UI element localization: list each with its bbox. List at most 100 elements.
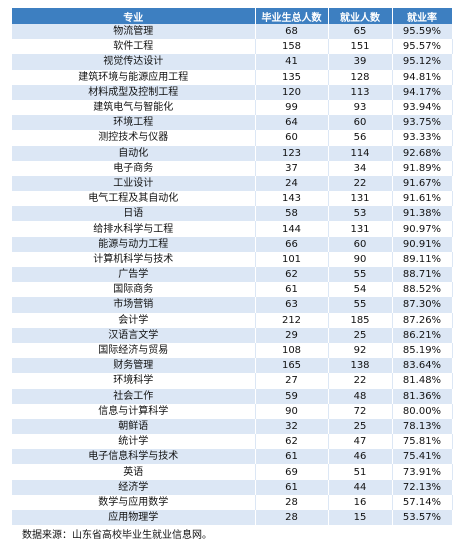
header-cell: 就业人数: [328, 8, 393, 24]
table-cell: 建筑环境与能源应用工程: [12, 69, 256, 85]
table-cell: 91.38%: [392, 206, 453, 222]
table-cell: 94.81%: [392, 69, 453, 85]
table-row: 环境科学 27 22 81.48%: [12, 373, 453, 389]
table-cell: 应用物理学: [12, 510, 256, 526]
table-cell: 51: [328, 464, 393, 480]
table-cell: 英语: [12, 464, 256, 480]
table: 专业 毕业生总人数 就业人数 就业率 物流管理 68 65 95.59% 软件工程 158 151…: [12, 8, 453, 526]
table-row: 能源与动力工程 66 60 90.91%: [12, 236, 453, 252]
table-cell: 78.13%: [392, 418, 453, 435]
table-cell: 61: [255, 282, 329, 298]
table-cell: 25: [328, 327, 393, 343]
table-cell: 65: [328, 24, 393, 40]
table-cell: 54: [328, 282, 393, 298]
table-cell: 113: [328, 84, 393, 100]
table-cell: 计算机科学与技术: [12, 251, 256, 267]
table-cell: 87.26%: [392, 312, 453, 328]
table-cell: 88.71%: [392, 267, 453, 283]
table-cell: 75.81%: [392, 434, 453, 450]
table-cell: 47: [328, 434, 393, 450]
table-row: 测控技术与仪器 60 56 93.33%: [12, 130, 453, 146]
table-row: 国际经济与贸易 108 92 85.19%: [12, 342, 453, 359]
table-cell: 69: [255, 464, 329, 480]
table-row: 电子商务 37 34 91.89%: [12, 160, 453, 176]
table-cell: 55: [328, 297, 393, 313]
table-cell: 建筑电气与智能化: [12, 99, 256, 116]
table-cell: 59: [255, 388, 329, 404]
table-cell: 34: [328, 160, 393, 176]
table-cell: 29: [255, 327, 329, 343]
table-cell: 62: [255, 434, 329, 450]
table-cell: 64: [255, 115, 329, 131]
table-cell: 53: [328, 206, 393, 222]
table-cell: 80.00%: [392, 403, 453, 419]
table-cell: 90: [255, 403, 329, 419]
table-row: 环境工程 64 60 93.75%: [12, 115, 453, 131]
table-cell: 72: [328, 403, 393, 419]
table-cell: 72.13%: [392, 479, 453, 495]
table-cell: 27: [255, 373, 329, 389]
table-cell: 软件工程: [12, 39, 256, 55]
table-cell: 92: [328, 342, 393, 359]
table-cell: 汉语言文学: [12, 327, 256, 343]
table-cell: 114: [328, 145, 393, 161]
header-row: 专业 毕业生总人数 就业人数 就业率: [12, 8, 453, 24]
table-cell: 66: [255, 236, 329, 252]
table-cell: 75.41%: [392, 449, 453, 465]
table-cell: 国际经济与贸易: [12, 342, 256, 359]
table-row: 视觉传达设计 41 39 95.12%: [12, 54, 453, 70]
table-cell: 15: [328, 510, 393, 526]
table-cell: 85.19%: [392, 342, 453, 359]
table-row: 市场营销 63 55 87.30%: [12, 297, 453, 313]
table-cell: 131: [328, 221, 393, 237]
table-cell: 101: [255, 251, 329, 267]
table-cell: 56: [328, 130, 393, 146]
table-cell: 日语: [12, 206, 256, 222]
table-cell: 39: [328, 54, 393, 70]
table-cell: 128: [328, 69, 393, 85]
table-cell: 63: [255, 297, 329, 313]
table-cell: 108: [255, 342, 329, 359]
table-row: 广告学 62 55 88.71%: [12, 267, 453, 283]
table-cell: 视觉传达设计: [12, 54, 256, 70]
table-row: 软件工程 158 151 95.57%: [12, 39, 453, 55]
table-row: 信息与计算科学 90 72 80.00%: [12, 403, 453, 419]
table-cell: 物流管理: [12, 24, 256, 40]
table-cell: 工业设计: [12, 175, 256, 192]
table-cell: 57.14%: [392, 494, 453, 510]
table-cell: 90.97%: [392, 221, 453, 237]
table-cell: 68: [255, 24, 329, 40]
table-row: 计算机科学与技术 101 90 89.11%: [12, 251, 453, 267]
table-cell: 185: [328, 312, 393, 328]
table-cell: 95.59%: [392, 24, 453, 40]
table-cell: 86.21%: [392, 327, 453, 343]
table-cell: 电气工程及其自动化: [12, 191, 256, 207]
table-cell: 165: [255, 358, 329, 374]
table-cell: 99: [255, 99, 329, 116]
table-cell: 93.33%: [392, 130, 453, 146]
table-cell: 材料成型及控制工程: [12, 84, 256, 100]
table-cell: 123: [255, 145, 329, 161]
table-row: 物流管理 68 65 95.59%: [12, 24, 453, 40]
table-cell: 144: [255, 221, 329, 237]
table-cell: 44: [328, 479, 393, 495]
table-cell: 90.91%: [392, 236, 453, 252]
table-cell: 国际商务: [12, 282, 256, 298]
table-row: 财务管理 165 138 83.64%: [12, 358, 453, 374]
table-cell: 24: [255, 175, 329, 192]
table-cell: 环境工程: [12, 115, 256, 131]
table-cell: 58: [255, 206, 329, 222]
table-cell: 94.17%: [392, 84, 453, 100]
table-cell: 91.67%: [392, 175, 453, 192]
table-cell: 28: [255, 494, 329, 510]
table-cell: 41: [255, 54, 329, 70]
table-row: 数学与应用数学 28 16 57.14%: [12, 494, 453, 510]
table-cell: 87.30%: [392, 297, 453, 313]
table-row: 工业设计 24 22 91.67%: [12, 175, 453, 192]
table-cell: 135: [255, 69, 329, 85]
table-row: 建筑电气与智能化 99 93 93.94%: [12, 99, 453, 116]
table-cell: 46: [328, 449, 393, 465]
table-row: 经济学 61 44 72.13%: [12, 479, 453, 495]
table-cell: 能源与动力工程: [12, 236, 256, 252]
